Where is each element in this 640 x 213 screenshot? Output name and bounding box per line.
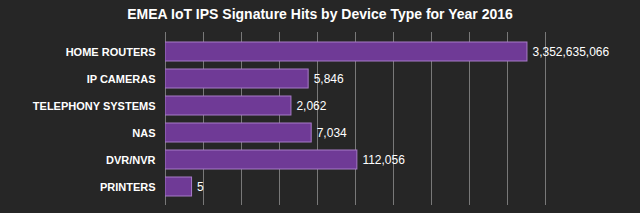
svg-text:2,062: 2,062 (296, 99, 326, 113)
svg-text:112,056: 112,056 (362, 153, 405, 167)
html-text:EMEA IoT IPS Signature Hits by: EMEA IoT IPS Signature Hits by Device Ty… (127, 6, 513, 22)
svg-text:3,352,635,066: 3,352,635,066 (532, 45, 609, 59)
svg-text:HOME ROUTERS: HOME ROUTERS (66, 46, 156, 58)
svg-text:IP CAMERAS: IP CAMERAS (87, 73, 156, 85)
svg-text:5: 5 (197, 180, 204, 194)
svg-text:7,034: 7,034 (317, 126, 347, 140)
svg-text:DVR/NVR: DVR/NVR (106, 154, 156, 166)
svg-text:TELEPHONY SYSTEMS: TELEPHONY SYSTEMS (33, 100, 156, 112)
svg-text:5,846: 5,846 (314, 72, 344, 86)
svg-text:NAS: NAS (132, 127, 155, 139)
svg-text:PRINTERS: PRINTERS (100, 181, 156, 193)
